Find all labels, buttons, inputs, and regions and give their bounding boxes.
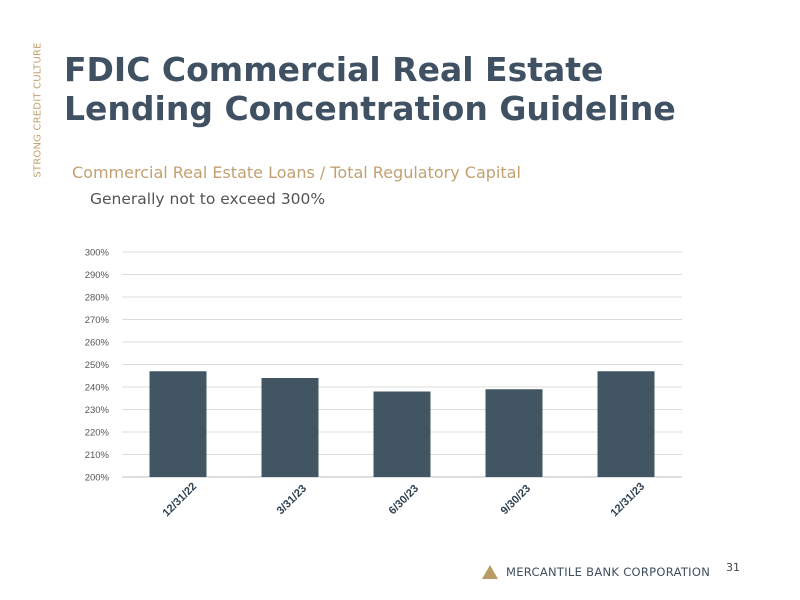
bar: [149, 371, 207, 477]
y-tick-label: 300%: [85, 248, 110, 259]
company-name: MERCANTILE BANK CORPORATION: [506, 565, 711, 579]
x-tick-label: 12/31/22: [160, 480, 199, 519]
x-tick-label: 12/31/23: [608, 480, 647, 519]
y-tick-label: 210%: [85, 450, 110, 461]
y-tick-label: 270%: [85, 315, 110, 326]
y-tick-label: 280%: [85, 293, 110, 304]
y-tick-label: 250%: [85, 360, 110, 371]
x-tick-label: 3/31/23: [275, 483, 309, 517]
y-tick-label: 290%: [85, 270, 110, 281]
ratio-subtitle: Commercial Real Estate Loans / Total Reg…: [72, 163, 521, 182]
bar: [261, 378, 319, 477]
y-tick-label: 200%: [85, 473, 110, 484]
y-tick-label: 230%: [85, 405, 110, 416]
guideline-text: Generally not to exceed 300%: [90, 190, 326, 208]
bar: [373, 391, 431, 477]
title-line-2: Lending Concentration Guideline: [64, 89, 676, 128]
bar: [597, 371, 655, 477]
x-tick-label: 9/30/23: [499, 483, 533, 517]
y-tick-label: 240%: [85, 383, 110, 394]
footer-brand: MERCANTILE BANK CORPORATION: [482, 564, 710, 580]
y-tick-label: 260%: [85, 338, 110, 349]
bar: [485, 389, 543, 477]
page-title: FDIC Commercial Real Estate Lending Conc…: [64, 50, 676, 128]
y-tick-label: 220%: [85, 428, 110, 439]
x-tick-label: 6/30/23: [387, 483, 421, 517]
logo-triangle-icon: [482, 565, 498, 579]
page-number: 31: [726, 561, 740, 574]
title-line-1: FDIC Commercial Real Estate: [64, 50, 604, 89]
